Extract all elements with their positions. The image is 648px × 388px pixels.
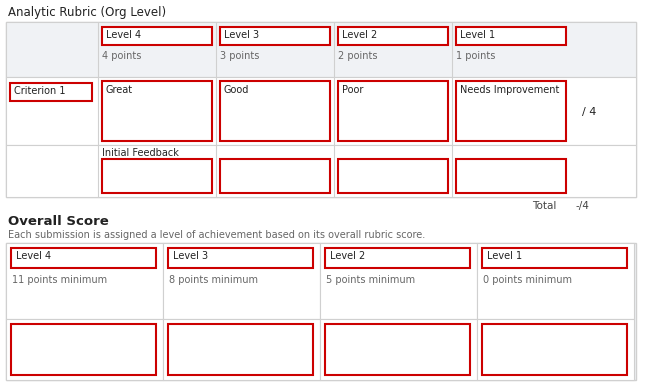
Bar <box>220 27 330 45</box>
Text: Total: Total <box>532 201 557 211</box>
Bar <box>320 243 477 319</box>
Text: Poor: Poor <box>342 85 364 95</box>
Text: / 4: / 4 <box>582 107 596 117</box>
Bar <box>168 248 313 268</box>
Bar <box>338 27 448 45</box>
Bar <box>220 159 330 193</box>
Bar <box>6 22 636 197</box>
Bar <box>220 81 330 141</box>
Text: Level 1: Level 1 <box>487 251 522 261</box>
Text: Level 4: Level 4 <box>16 251 51 261</box>
Bar <box>6 22 636 77</box>
Text: 2 points: 2 points <box>338 51 378 61</box>
Bar <box>482 248 627 268</box>
Bar <box>477 243 634 319</box>
Bar <box>102 159 212 193</box>
Bar <box>338 81 448 141</box>
Bar <box>477 319 634 380</box>
Text: 0 points minimum: 0 points minimum <box>483 275 572 285</box>
Text: 1 points: 1 points <box>456 51 495 61</box>
Text: -/4: -/4 <box>575 201 589 211</box>
Bar <box>456 81 566 141</box>
Text: Level 3: Level 3 <box>173 251 208 261</box>
Text: Each submission is assigned a level of achievement based on its overall rubric s: Each submission is assigned a level of a… <box>8 230 425 240</box>
Bar <box>325 248 470 268</box>
Text: Level 4: Level 4 <box>106 30 141 40</box>
Bar <box>163 319 320 380</box>
Text: Level 3: Level 3 <box>224 30 259 40</box>
Bar <box>6 77 636 145</box>
Text: 8 points minimum: 8 points minimum <box>169 275 258 285</box>
Bar <box>163 243 320 319</box>
Bar <box>6 145 636 197</box>
Text: 3 points: 3 points <box>220 51 259 61</box>
Bar <box>6 243 163 319</box>
Bar <box>168 324 313 375</box>
Bar <box>325 324 470 375</box>
Text: Level 1: Level 1 <box>460 30 495 40</box>
Text: Good: Good <box>224 85 249 95</box>
Text: Needs Improvement: Needs Improvement <box>460 85 559 95</box>
Bar <box>102 27 212 45</box>
Text: Overall Score: Overall Score <box>8 215 109 228</box>
Bar <box>6 319 163 380</box>
Text: 11 points minimum: 11 points minimum <box>12 275 107 285</box>
Bar <box>11 248 156 268</box>
Text: Great: Great <box>106 85 133 95</box>
Bar <box>456 159 566 193</box>
Bar <box>10 83 92 101</box>
Bar <box>338 159 448 193</box>
Bar <box>11 324 156 375</box>
Bar <box>102 81 212 141</box>
Text: Level 2: Level 2 <box>342 30 377 40</box>
Text: Level 2: Level 2 <box>330 251 365 261</box>
Bar <box>320 319 477 380</box>
Text: 4 points: 4 points <box>102 51 141 61</box>
Bar <box>456 27 566 45</box>
Text: Criterion 1: Criterion 1 <box>14 86 65 96</box>
Bar <box>482 324 627 375</box>
Text: Analytic Rubric (Org Level): Analytic Rubric (Org Level) <box>8 6 166 19</box>
Text: Initial Feedback: Initial Feedback <box>102 148 179 158</box>
Bar <box>6 243 636 380</box>
Text: 5 points minimum: 5 points minimum <box>326 275 415 285</box>
